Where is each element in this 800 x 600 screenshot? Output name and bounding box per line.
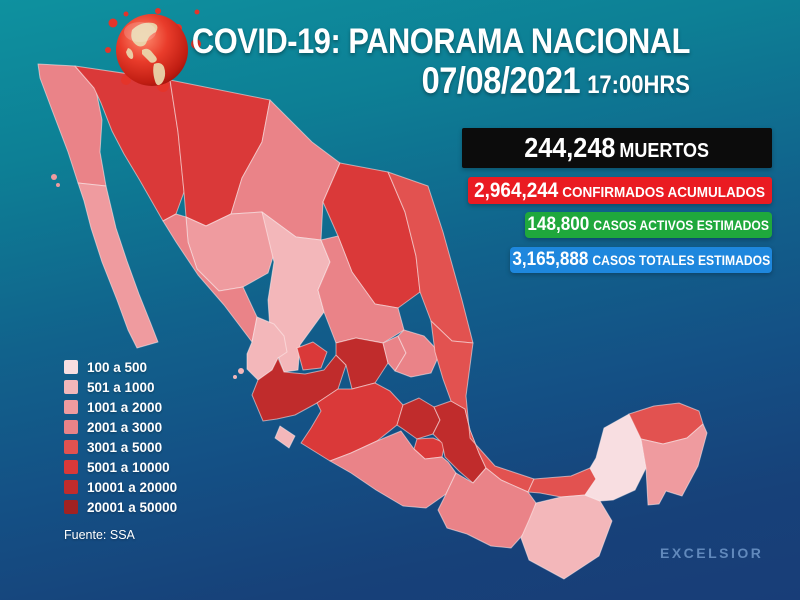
legend-swatch <box>64 400 78 414</box>
confirmed-value: 2,964,244 <box>474 178 559 202</box>
state-chiapas <box>520 494 613 580</box>
map-legend: 100 a 500 501 a 1000 1001 a 2000 2001 a … <box>64 360 177 542</box>
legend-row: 100 a 500 <box>64 359 177 375</box>
header: COVID-19: PANORAMA NACIONAL 07/08/2021 17… <box>124 24 690 99</box>
deaths-value: 244,248 <box>524 132 616 163</box>
state-campeche <box>584 413 647 502</box>
report-datetime: 07/08/2021 17:00HRS <box>124 62 690 99</box>
state-jalisco <box>251 354 347 422</box>
stat-total-cases: 3,165,888 CASOS TOTALES ESTIMADOS <box>510 247 772 273</box>
totals-label: CASOS TOTALES ESTIMADOS <box>592 253 770 268</box>
stat-deaths: 244,248 MUERTOS <box>462 128 772 168</box>
state-quintana-roo <box>640 423 708 506</box>
legend-swatch <box>64 380 78 394</box>
totals-value: 3,165,888 <box>512 249 589 270</box>
source-note: Fuente: SSA <box>64 528 135 542</box>
legend-row: 2001 a 3000 <box>64 419 177 435</box>
legend-swatch <box>64 420 78 434</box>
legend-row: 1001 a 2000 <box>64 399 177 415</box>
legend-label: 501 a 1000 <box>87 379 155 395</box>
legend-swatch <box>64 460 78 474</box>
legend-label: 1001 a 2000 <box>87 399 163 415</box>
legend-row: 5001 a 10000 <box>64 459 177 475</box>
state-aguascalientes <box>296 341 328 371</box>
legend-row: 10001 a 20000 <box>64 479 178 495</box>
state-guanajuato <box>335 337 389 390</box>
legend-swatch <box>64 500 78 514</box>
island <box>238 368 244 374</box>
stat-confirmed-cases: 2,964,244 CONFIRMADOS ACUMULADOS <box>468 177 772 204</box>
deaths-label: MUERTOS <box>619 140 710 162</box>
state-baja-california-sur <box>77 182 159 349</box>
globe-continents <box>126 22 166 86</box>
island <box>56 183 60 187</box>
confirmed-label: CONFIRMADOS ACUMULADOS <box>562 183 766 201</box>
legend-label: 3001 a 5000 <box>87 439 163 455</box>
legend-label: 100 a 500 <box>87 359 148 375</box>
legend-row: 501 a 1000 <box>64 379 177 395</box>
legend-row: 20001 a 50000 <box>64 499 178 515</box>
state-sinaloa <box>162 213 258 343</box>
state-durango <box>185 211 278 292</box>
globe-highlight <box>124 22 156 42</box>
state-oaxaca <box>437 467 537 549</box>
legend-swatch <box>64 440 78 454</box>
state-hidalgo <box>394 329 441 378</box>
virus-globe-icon <box>102 4 206 108</box>
legend-label: 5001 a 10000 <box>87 459 170 475</box>
report-time: 17:00HRS <box>587 71 690 99</box>
legend-swatch <box>64 360 78 374</box>
island <box>51 174 57 180</box>
legend-label: 20001 a 50000 <box>87 499 178 515</box>
legend-row: 3001 a 5000 <box>64 439 177 455</box>
excelsior-watermark: EXCELSIOR <box>660 545 764 561</box>
stat-active-cases: 148,800 CASOS ACTIVOS ESTIMADOS <box>525 212 772 238</box>
active-value: 148,800 <box>527 214 590 235</box>
report-date: 07/08/2021 <box>421 60 581 101</box>
legend-swatch <box>64 480 78 494</box>
active-label: CASOS ACTIVOS ESTIMADOS <box>593 218 770 233</box>
legend-label: 10001 a 20000 <box>87 479 178 495</box>
state-guerrero <box>329 430 457 509</box>
legend-label: 2001 a 3000 <box>87 419 163 435</box>
island <box>233 375 237 379</box>
page-title: COVID-19: PANORAMA NACIONAL <box>191 22 690 61</box>
state-tabasco <box>527 467 597 498</box>
state-colima <box>274 425 296 449</box>
